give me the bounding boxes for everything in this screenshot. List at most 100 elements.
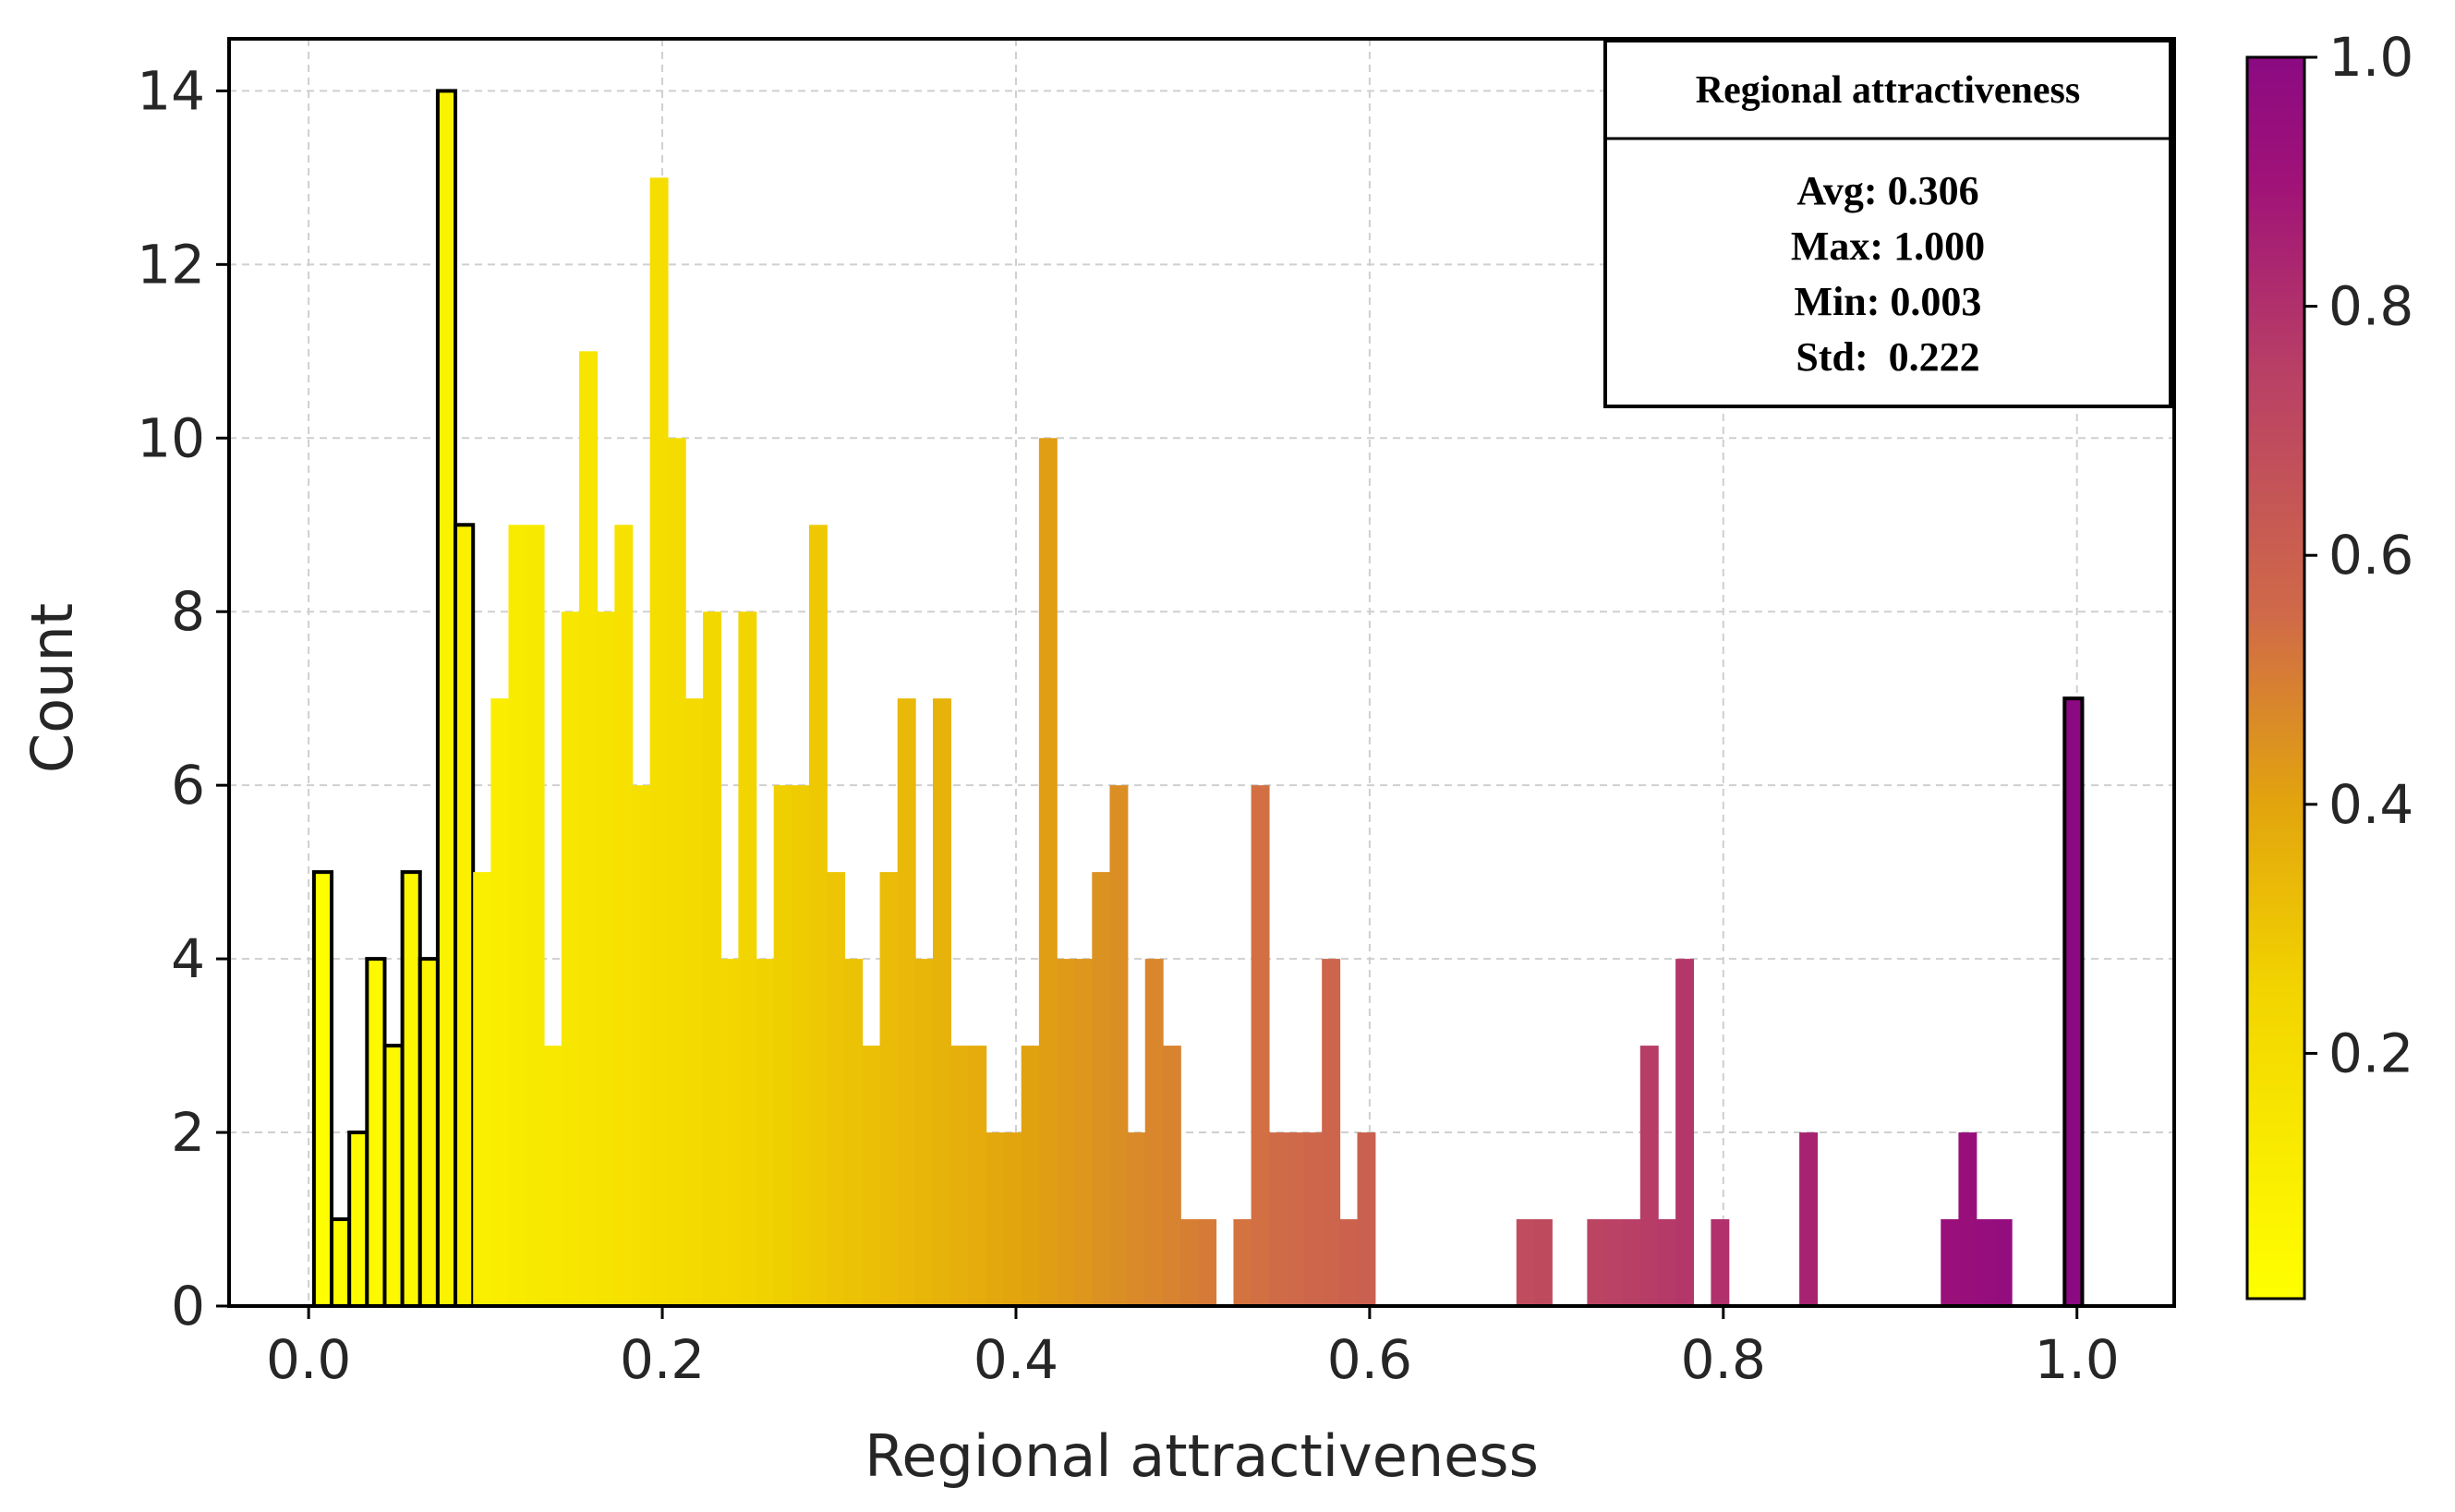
histogram-bar-22 — [703, 611, 722, 1306]
histogram-bar-43 — [1074, 959, 1094, 1306]
histogram-bar-39 — [1003, 1132, 1022, 1306]
histogram-bar-48 — [1162, 1046, 1181, 1306]
histogram-bar-10 — [490, 698, 510, 1306]
histogram-bar-93 — [1958, 1132, 1977, 1306]
histogram-bar-5 — [400, 870, 422, 1306]
histogram-bar-3 — [365, 957, 387, 1306]
histogram-bar-8 — [454, 523, 476, 1306]
y-tick-label-2: 4 — [171, 927, 205, 990]
histogram-bar-37 — [968, 1046, 987, 1306]
histogram-bar-79 — [1711, 1219, 1730, 1306]
histogram-bar-28 — [808, 525, 828, 1306]
histogram-bar-31 — [862, 1046, 881, 1306]
histogram-bar-7 — [435, 89, 458, 1306]
histogram-bar-54 — [1268, 1132, 1288, 1306]
colorbar-ticks: 0.2 0.4 0.6 0.8 1.0 — [2304, 26, 2413, 1084]
histogram-bar-20 — [667, 438, 686, 1306]
histogram-bar-49 — [1180, 1219, 1199, 1306]
histogram-bar-69 — [1533, 1219, 1553, 1306]
y-axis-label: Count — [18, 603, 86, 773]
histogram-bar-50 — [1198, 1219, 1217, 1306]
x-tick-label-5: 1.0 — [2035, 1328, 2120, 1391]
x-tick-label-4: 0.8 — [1681, 1328, 1766, 1391]
y-tick-label-5: 10 — [137, 406, 205, 469]
stats-std: Std: 0.222 — [1796, 334, 1979, 380]
histogram-bar-73 — [1604, 1219, 1624, 1306]
histogram-bar-4 — [382, 1044, 405, 1306]
stats-max: Max: 1.000 — [1791, 224, 1985, 269]
histogram-bar-16 — [597, 611, 616, 1306]
histogram-bar-72 — [1587, 1219, 1606, 1306]
histogram-bar-17 — [614, 525, 634, 1306]
histogram-bar-68 — [1516, 1219, 1535, 1306]
histogram-bar-19 — [649, 177, 669, 1306]
histogram-bar-74 — [1622, 1219, 1641, 1306]
colorbar-tick-label-2: 0.6 — [2328, 524, 2413, 587]
histogram-bar-1 — [330, 1217, 352, 1306]
histogram-bar-95 — [1993, 1219, 2013, 1306]
histogram-bar-25 — [756, 959, 775, 1306]
stats-box-title: Regional attractiveness — [1696, 69, 2080, 112]
histogram-bar-40 — [1021, 1046, 1040, 1306]
histogram-bar-26 — [773, 785, 792, 1306]
histogram-bar-24 — [738, 611, 757, 1306]
histogram-bar-41 — [1038, 438, 1058, 1306]
histogram-bar-44 — [1092, 872, 1111, 1306]
x-tick-label-2: 0.4 — [974, 1328, 1058, 1391]
x-tick-label-3: 0.6 — [1327, 1328, 1412, 1391]
colorbar-gradient — [2245, 55, 2306, 1300]
histogram-bar-45 — [1109, 785, 1129, 1306]
y-tick-label-3: 6 — [171, 754, 205, 816]
y-tick-label-6: 12 — [137, 233, 205, 296]
colorbar: 0.2 0.4 0.6 0.8 1.0 — [2245, 26, 2413, 1300]
histogram-bar-11 — [508, 525, 527, 1306]
histogram-bar-77 — [1675, 959, 1695, 1306]
colorbar-tick-label-4: 1.0 — [2328, 26, 2413, 89]
y-axis-ticks: 0 2 4 6 8 10 12 14 — [137, 59, 229, 1337]
histogram-bar-9 — [473, 872, 492, 1306]
histogram-bar-36 — [950, 1046, 970, 1306]
colorbar-tick-label-3: 0.8 — [2328, 275, 2413, 338]
stats-min: Min: 0.003 — [1795, 279, 1982, 324]
histogram-bar-27 — [791, 785, 810, 1306]
histogram-bar-59 — [1357, 1132, 1376, 1306]
histogram-bar-18 — [632, 785, 651, 1306]
histogram-bar-56 — [1304, 1132, 1323, 1306]
histogram-bar-6 — [417, 957, 440, 1306]
histogram-bar-75 — [1639, 1046, 1659, 1306]
y-tick-label-0: 0 — [171, 1275, 205, 1337]
y-tick-label-4: 8 — [171, 580, 205, 643]
histogram-bar-38 — [986, 1132, 1005, 1306]
histogram-bar-58 — [1339, 1219, 1359, 1306]
histogram-bar-47 — [1144, 959, 1164, 1306]
x-tick-label-1: 0.2 — [620, 1328, 705, 1391]
y-tick-label-1: 2 — [171, 1101, 205, 1164]
histogram-bar-84 — [1799, 1132, 1819, 1306]
histogram-bar-21 — [684, 698, 704, 1306]
histogram-bars — [311, 89, 2085, 1306]
histogram-bar-57 — [1322, 959, 1341, 1306]
stats-avg: Avg: 0.306 — [1796, 168, 1978, 213]
histogram-bar-94 — [1976, 1219, 1995, 1306]
plot-frame — [227, 37, 2176, 1308]
stats-box: Regional attractiveness Avg: 0.306 Max: … — [1603, 39, 2172, 408]
histogram-bar-46 — [1127, 1132, 1146, 1306]
histogram-bar-23 — [720, 959, 740, 1306]
histogram-bar-52 — [1233, 1219, 1252, 1306]
colorbar-tick-label-1: 0.4 — [2328, 773, 2413, 836]
x-tick-label-0: 0.0 — [266, 1328, 351, 1391]
histogram-bar-53 — [1251, 785, 1270, 1306]
histogram-bar-29 — [827, 872, 846, 1306]
histogram-bar-76 — [1657, 1219, 1676, 1306]
histogram-bar-92 — [1941, 1219, 1960, 1306]
histogram-bar-35 — [932, 698, 951, 1306]
y-tick-label-7: 14 — [137, 59, 205, 122]
histogram-bar-32 — [879, 872, 899, 1306]
histogram-bar-42 — [1057, 959, 1075, 1306]
stats-box-frame — [1603, 39, 2172, 408]
histogram-bar-99 — [2062, 696, 2085, 1306]
histogram-bar-13 — [543, 1046, 562, 1306]
x-axis-ticks: 0.0 0.2 0.4 0.6 0.8 1.0 — [266, 1306, 2120, 1391]
histogram-bar-0 — [311, 870, 334, 1306]
